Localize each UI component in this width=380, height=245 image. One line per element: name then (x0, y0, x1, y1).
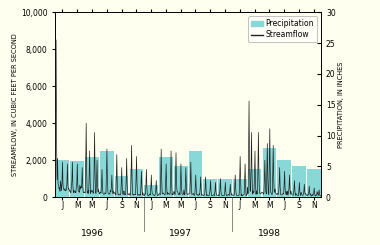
Bar (292, 166, 306, 197)
Bar (263, 148, 276, 197)
Bar (218, 179, 232, 197)
Bar (100, 151, 114, 197)
Legend: Precipitation, Streamflow: Precipitation, Streamflow (248, 16, 317, 42)
Y-axis label: PRECIPITATION, IN INCHES: PRECIPITATION, IN INCHES (339, 61, 345, 148)
Bar (115, 176, 128, 197)
Bar (56, 160, 69, 197)
Bar (233, 179, 247, 197)
Bar (277, 160, 291, 197)
Bar (307, 170, 320, 197)
Bar (189, 151, 202, 197)
Bar (130, 170, 143, 197)
Bar (159, 157, 173, 197)
Text: 1998: 1998 (258, 230, 281, 238)
Bar (85, 157, 99, 197)
Text: 1996: 1996 (81, 230, 103, 238)
Bar (203, 179, 217, 197)
Y-axis label: STREAMFLOW, IN CUBIC FEET PER SECOND: STREAMFLOW, IN CUBIC FEET PER SECOND (12, 33, 18, 176)
Bar (174, 166, 187, 197)
Text: 1997: 1997 (169, 230, 192, 238)
Bar (144, 185, 158, 197)
Bar (70, 161, 84, 197)
Bar (248, 170, 261, 197)
